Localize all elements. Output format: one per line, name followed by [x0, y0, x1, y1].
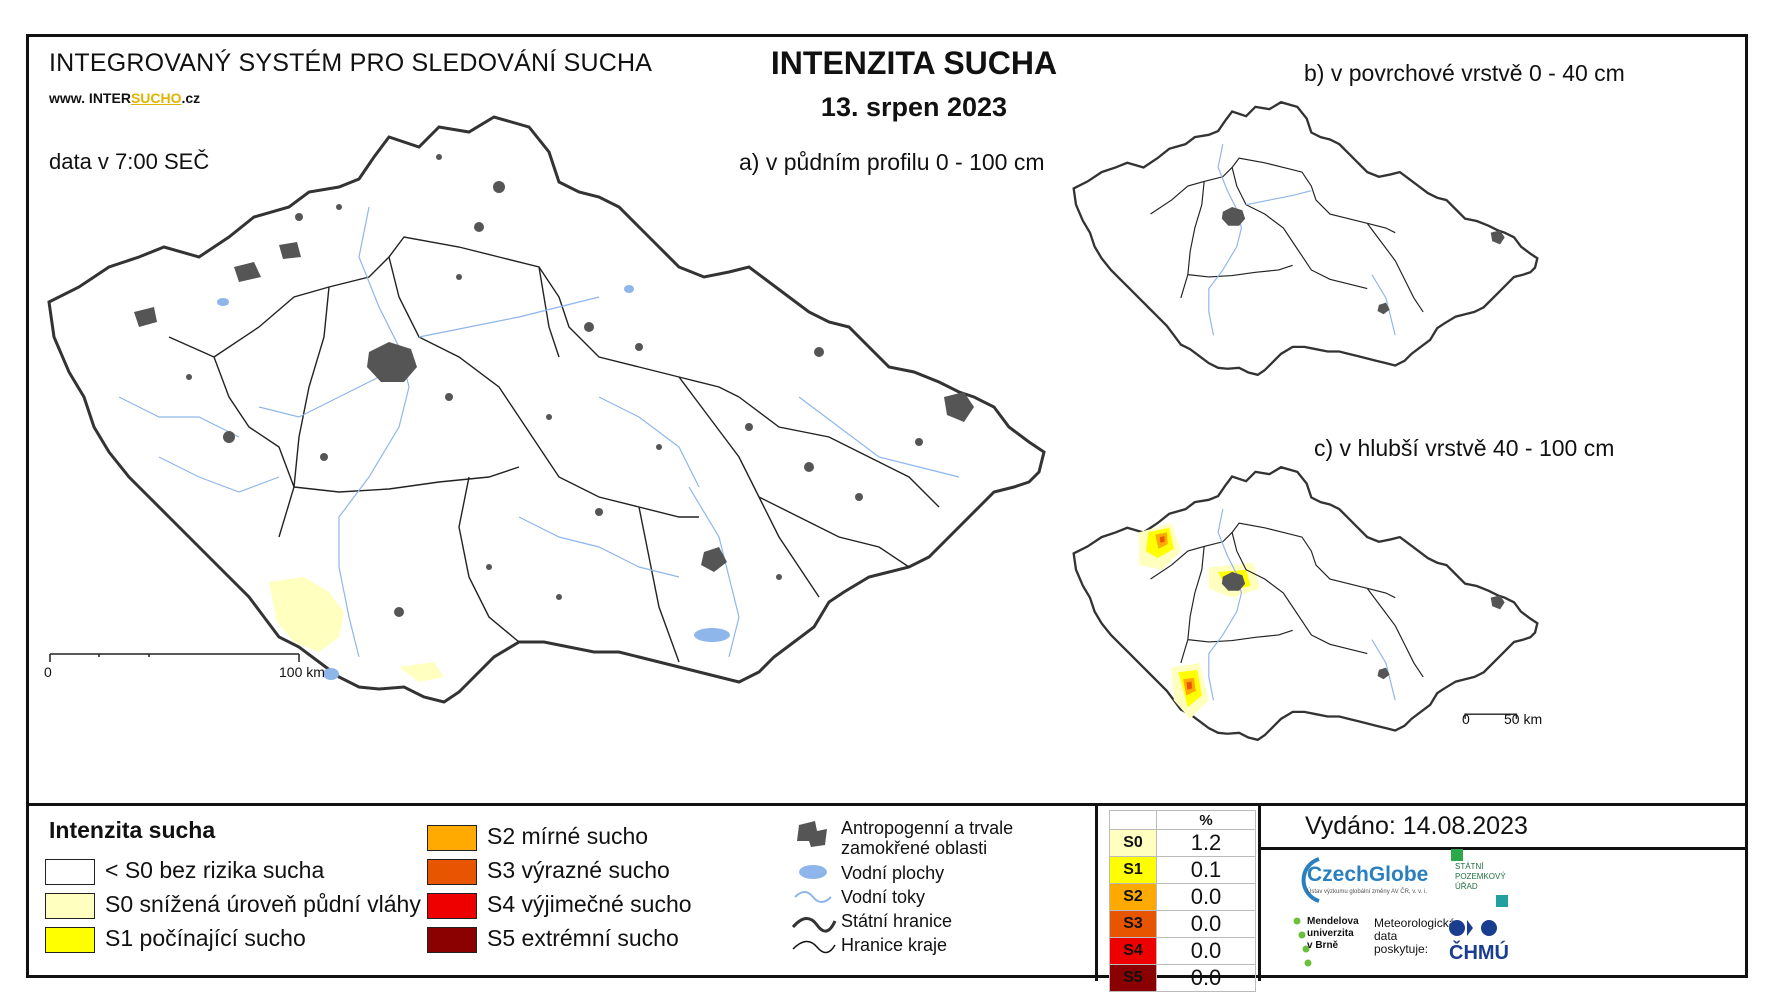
- www-prefix: www. INTER: [49, 90, 131, 106]
- stat-value: 0.0: [1156, 937, 1256, 965]
- mendel-line1: Mendelova: [1307, 916, 1359, 927]
- table-row: S5 0.0: [1109, 964, 1256, 992]
- czechglobe-subtext: Ústav výzkumu globální změny AV ČR, v. v…: [1307, 889, 1428, 895]
- spu-line3: ÚŘAD: [1455, 882, 1478, 891]
- spu-green-square-icon: [1451, 849, 1463, 861]
- symbol-region-border-label: Hranice kraje: [841, 935, 948, 955]
- scale-small-start: 0: [1462, 711, 1470, 727]
- spu-teal-square-icon: [1496, 895, 1508, 907]
- legend-separator: [1258, 803, 1261, 981]
- map-a: [47, 115, 1046, 704]
- spu-line2: POZEMKOVÝ: [1455, 872, 1506, 881]
- system-title: INTEGROVANÝ SYSTÉM PRO SLEDOVÁNÍ SUCHA: [49, 49, 653, 77]
- drought-s0-area: [399, 662, 444, 682]
- drought-s3-area: [1186, 681, 1193, 690]
- issued-date: Vydáno: 14.08.2023: [1305, 812, 1528, 840]
- chmu-symbol-icon: [1449, 920, 1497, 936]
- mendel-line3: v Brně: [1307, 940, 1339, 951]
- symbol-river-label: Vodní toky: [841, 887, 926, 907]
- mendel-text: Mendelova univerzita v Brně: [1307, 916, 1359, 952]
- main-title: INTENZITA SUCHA: [770, 45, 1058, 81]
- legend-label: S3 výrazné sucho: [487, 857, 670, 883]
- czechglobe-text: CzechGlobe: [1307, 863, 1429, 886]
- mendel-line2: univerzita: [1307, 928, 1354, 939]
- czechglobe-arc-icon: [1301, 857, 1320, 903]
- stat-value: 0.0: [1156, 910, 1256, 938]
- water-body-icon: [799, 865, 827, 879]
- legend-label: S1 počínající sucho: [105, 925, 306, 951]
- map-b-label: b) v povrchové vrstvě 0 - 40 cm: [1304, 60, 1625, 86]
- map-c: [1072, 466, 1539, 741]
- stat-code: S4: [1109, 937, 1157, 965]
- swatch: [45, 927, 95, 953]
- meteo-text: Meteorologická data poskytuje:: [1374, 917, 1455, 956]
- www-highlight: SUCHO: [130, 90, 182, 106]
- legend-title: Intenzita sucha: [49, 817, 216, 843]
- stat-code: S3: [1109, 910, 1157, 938]
- river-icon: [794, 891, 832, 903]
- drought-stats-table: % S0 1.2 S1 0.1 S2 0.0 S3 0.0 S4 0.0 S5 …: [1109, 810, 1256, 992]
- scale-bar-small: [1464, 713, 1518, 719]
- urban-area-icon: [797, 821, 827, 847]
- map-c-label: c) v hlubší vrstvě 40 - 100 cm: [1314, 435, 1615, 461]
- meteo-line3: poskytuje:: [1374, 942, 1429, 956]
- table-row: S1 0.1: [1109, 856, 1256, 884]
- scale-main-end: 100 km: [279, 664, 325, 680]
- symbol-urban-line2: zamokřené oblasti: [841, 838, 988, 858]
- stat-code: S0: [1109, 829, 1157, 857]
- region-border-icon: [792, 940, 836, 954]
- swatch: [427, 927, 477, 953]
- legend-label: S5 extrémní sucho: [487, 925, 679, 951]
- stat-value: 0.0: [1156, 964, 1256, 992]
- map-a-label: a) v půdním profilu 0 - 100 cm: [739, 149, 1045, 175]
- meteo-line1: Meteorologická: [1374, 916, 1456, 930]
- swatch: [45, 893, 95, 919]
- issued-divider: [1261, 847, 1747, 850]
- legend-label: S0 snížená úroveň půdní vláhy: [105, 891, 421, 917]
- symbol-urban-label: Antropogenní a trvale zamokřené oblasti: [841, 818, 1013, 858]
- stat-code: S5: [1109, 964, 1157, 992]
- symbol-urban-line1: Antropogenní a trvale: [841, 818, 1014, 838]
- state-border-icon: [791, 917, 837, 933]
- spu-line1: STÁTNÍ: [1455, 862, 1484, 871]
- mendel-dots-icon: [1293, 917, 1312, 967]
- meteo-line2: data: [1374, 929, 1398, 943]
- table-row: S4 0.0: [1109, 937, 1256, 965]
- symbol-state-border-label: Státní hranice: [841, 911, 953, 931]
- table-row: S0 1.2: [1109, 829, 1256, 857]
- swatch: [427, 859, 477, 885]
- legend-label: S2 mírné sucho: [487, 823, 649, 849]
- legend-label: S4 výjimečné sucho: [487, 891, 692, 917]
- table-row: S2 0.0: [1109, 883, 1256, 911]
- stat-code: S2: [1109, 883, 1157, 911]
- stats-header: %: [1156, 810, 1256, 830]
- main-date: 13. srpen 2023: [820, 92, 1008, 122]
- swatch: [427, 825, 477, 851]
- map-sheet: INTEGROVANÝ SYSTÉM PRO SLEDOVÁNÍ SUCHA w…: [26, 34, 1748, 992]
- spu-text: STÁTNÍ POZEMKOVÝ ÚŘAD: [1455, 862, 1506, 892]
- table-row: %: [1109, 810, 1256, 830]
- website-link[interactable]: www. INTERSUCHO.cz: [49, 90, 200, 106]
- legend-label: < S0 bez rizika sucha: [105, 857, 325, 883]
- data-time: data v 7:00 SEČ: [49, 149, 210, 174]
- chmu-text: ČHMÚ: [1449, 942, 1509, 964]
- legend-divider: [29, 803, 1745, 806]
- map-b: [1072, 101, 1539, 376]
- stat-value: 1.2: [1156, 829, 1256, 857]
- scale-main-start: 0: [44, 664, 52, 680]
- scale-bar-main: [49, 653, 300, 662]
- symbol-icons: [791, 821, 837, 954]
- stat-value: 0.1: [1156, 856, 1256, 884]
- swatch: [427, 893, 477, 919]
- scale-small-end: 50 km: [1504, 711, 1543, 727]
- symbol-water-label: Vodní plochy: [841, 863, 945, 883]
- stat-value: 0.0: [1156, 883, 1256, 911]
- www-suffix: .cz: [181, 90, 201, 106]
- drought-s3-area: [1159, 536, 1165, 543]
- table-row: S3 0.0: [1109, 910, 1256, 938]
- drought-s0-area: [269, 577, 344, 652]
- swatch: [45, 859, 95, 885]
- legend-separator: [1095, 803, 1098, 981]
- stat-code: S1: [1109, 856, 1157, 884]
